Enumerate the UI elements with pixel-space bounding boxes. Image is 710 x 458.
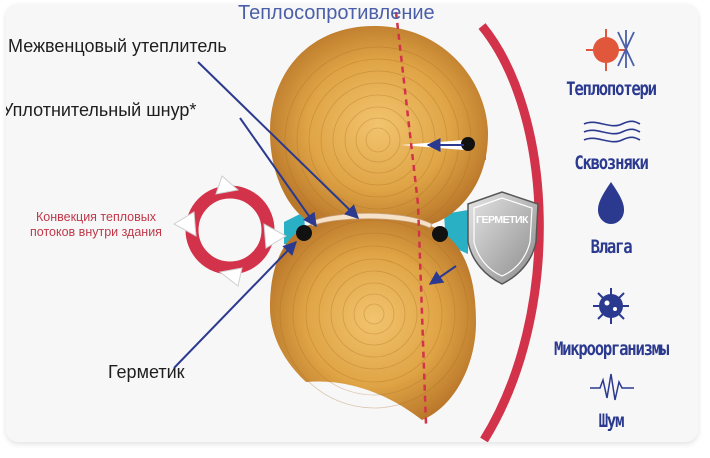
diagram-frame: Теплосопротивление Межвенцовый утеплител… xyxy=(6,4,698,442)
diagram-title: Теплосопротивление xyxy=(238,4,435,24)
convection-label: Конвекция тепловых потоков внутри здания xyxy=(30,210,162,239)
lower-log xyxy=(270,218,476,420)
sealant-label: Герметик xyxy=(108,362,185,382)
sealant-shield-icon xyxy=(467,191,539,285)
sealing-cord-right xyxy=(432,226,448,242)
barrier-arc xyxy=(478,23,544,442)
threat-heat-loss: Теплопотери xyxy=(566,78,657,100)
cord-label: Уплотнительный шнур* xyxy=(6,100,197,120)
convection-cycle-icon xyxy=(172,175,288,287)
threat-microorganisms: Микроорганизмы xyxy=(553,338,669,360)
sealing-cord-top xyxy=(461,137,475,151)
microorganism-icon xyxy=(593,288,629,324)
upper-log xyxy=(270,26,488,234)
threat-drafts: Сквозняки xyxy=(574,152,649,174)
shield-label: ГЕРМЕТИК xyxy=(476,214,528,226)
water-drop-icon xyxy=(598,182,624,224)
wind-icon xyxy=(583,120,641,143)
sealing-cord-left xyxy=(296,225,312,241)
sun-snowflake-icon xyxy=(586,29,635,71)
threat-moisture: Влага xyxy=(590,236,633,258)
insulation-label: Межвенцовый утеплитель xyxy=(8,36,227,56)
sound-wave-icon xyxy=(590,373,634,401)
log-cross-section-diagram xyxy=(172,11,641,442)
pointer-arrows xyxy=(173,61,464,369)
threat-noise: Шум xyxy=(598,410,625,432)
